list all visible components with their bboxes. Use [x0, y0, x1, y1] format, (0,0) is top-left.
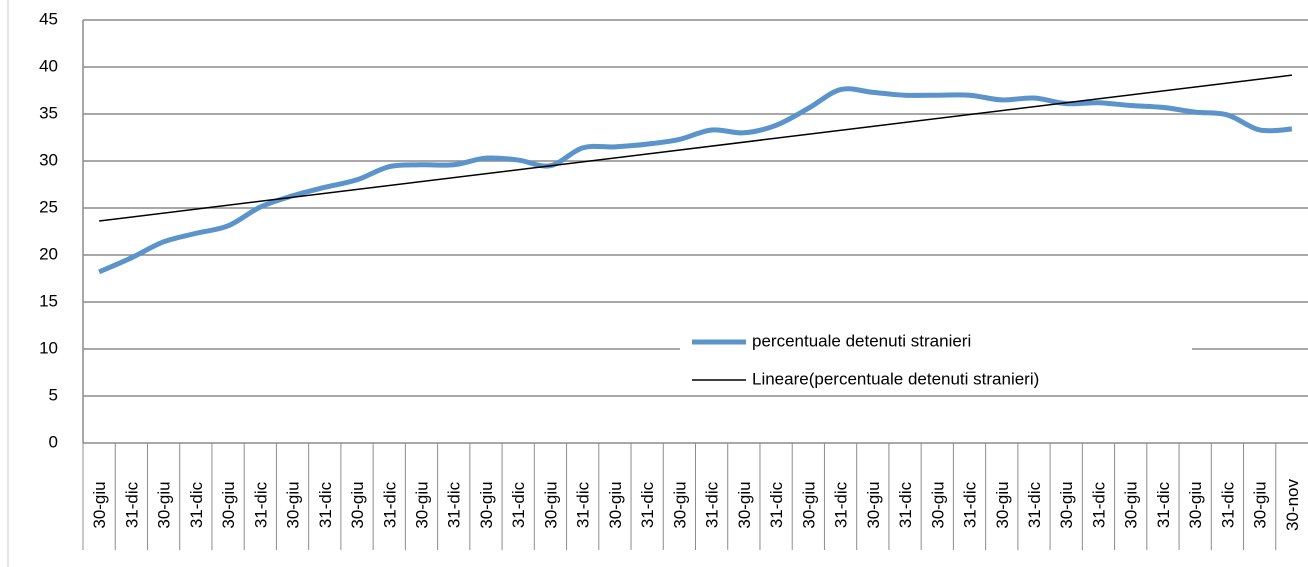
x-tick-label: 31-dic	[832, 481, 851, 528]
x-tick-label: 30-giu	[348, 481, 367, 528]
x-tick-label: 30-giu	[284, 481, 303, 528]
x-tick-label: 30-giu	[799, 481, 818, 528]
legend-box	[680, 325, 1192, 395]
x-tick-label: 31-dic	[122, 481, 141, 528]
y-tick-label: 35	[39, 103, 58, 122]
x-tick-label: 30-giu	[90, 481, 109, 528]
legend-label: Lineare(percentuale detenuti stranieri)	[752, 369, 1039, 388]
x-tick-label: 31-dic	[961, 481, 980, 528]
y-tick-label: 10	[39, 338, 58, 357]
x-tick-label: 31-dic	[1089, 481, 1108, 528]
x-tick-label: 31-dic	[1218, 481, 1237, 528]
x-tick-label: 31-dic	[896, 481, 915, 528]
x-tick-label: 30-giu	[1122, 481, 1141, 528]
y-tick-label: 15	[39, 291, 58, 310]
x-tick-label: 31-dic	[767, 481, 786, 528]
x-tick-label: 30-giu	[1186, 481, 1205, 528]
x-tick-label: 31-dic	[445, 481, 464, 528]
x-tick-label: 31-dic	[703, 481, 722, 528]
x-tick-label: 30-giu	[864, 481, 883, 528]
x-tick-label: 31-dic	[509, 481, 528, 528]
x-tick-label: 30-giu	[155, 481, 174, 528]
y-tick-label: 0	[49, 432, 58, 451]
y-tick-label: 25	[39, 197, 58, 216]
x-tick-label: 30-giu	[928, 481, 947, 528]
y-tick-label: 45	[39, 9, 58, 28]
x-tick-label: 30-giu	[606, 481, 625, 528]
y-tick-label: 20	[39, 244, 58, 263]
data-line	[98, 86, 1293, 275]
x-tick-label: 30-giu	[541, 481, 560, 528]
x-tick-label: 31-dic	[316, 481, 335, 528]
trend-line	[99, 74, 1292, 222]
x-tick-label: 30-giu	[219, 481, 238, 528]
x-tick-label: 31-dic	[1025, 481, 1044, 528]
x-tick-label: 31-dic	[380, 481, 399, 528]
x-tick-label: 30-giu	[412, 481, 431, 528]
y-tick-label: 5	[49, 385, 58, 404]
legend-label: percentuale detenuti stranieri	[752, 331, 971, 350]
x-tick-label: 30-giu	[735, 481, 754, 528]
x-tick-label: 30-giu	[1251, 481, 1270, 528]
x-tick-label: 30-giu	[477, 481, 496, 528]
x-tick-label: 31-dic	[187, 481, 206, 528]
x-tick-label: 30-giu	[1057, 481, 1076, 528]
y-tick-label: 30	[39, 150, 58, 169]
x-tick-label: 31-dic	[574, 481, 593, 528]
x-tick-label: 31-dic	[251, 481, 270, 528]
x-tick-label: 30-nov	[1283, 479, 1302, 531]
x-tick-label: 30-giu	[670, 481, 689, 528]
y-tick-label: 40	[39, 56, 58, 75]
x-tick-label: 30-giu	[993, 481, 1012, 528]
x-tick-label: 31-dic	[638, 481, 657, 528]
x-tick-label: 31-dic	[1154, 481, 1173, 528]
